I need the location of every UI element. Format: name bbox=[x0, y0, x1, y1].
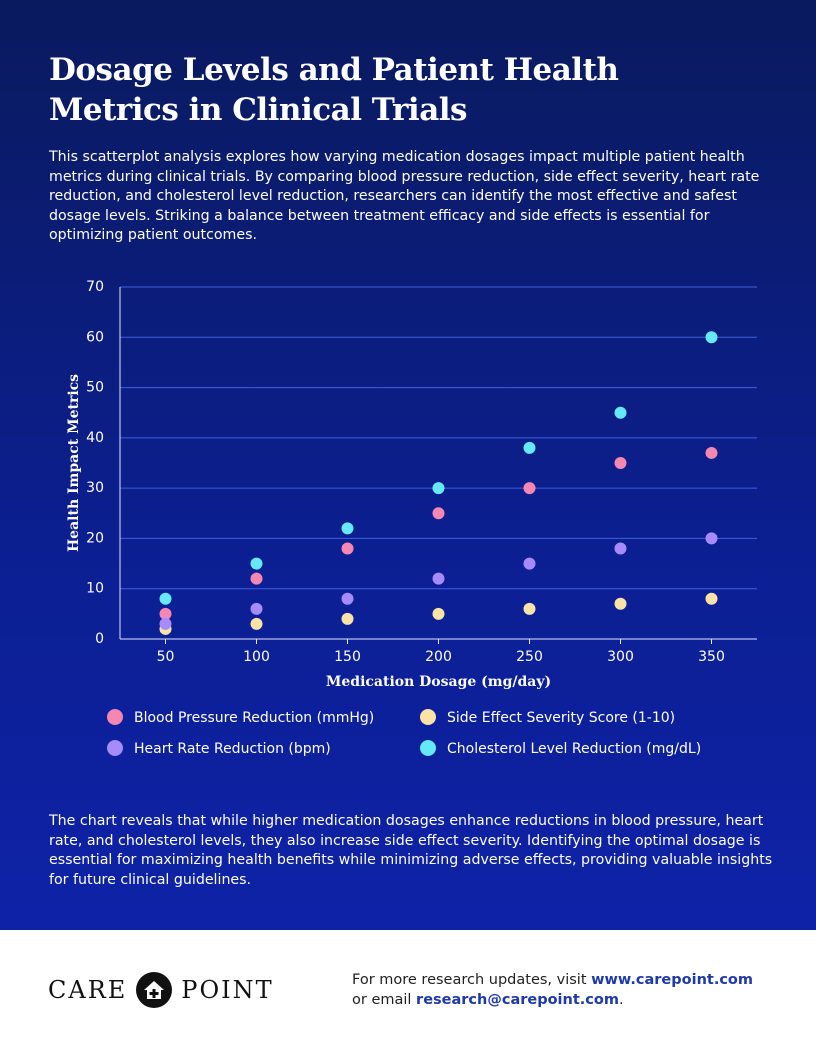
website-link[interactable]: www.carepoint.com bbox=[591, 972, 753, 988]
data-point bbox=[159, 592, 172, 605]
x-tick-label: 200 bbox=[425, 649, 452, 665]
conclusion-text: The chart reveals that while higher medi… bbox=[49, 813, 773, 888]
data-point bbox=[614, 597, 627, 610]
y-tick-label: 0 bbox=[95, 631, 104, 647]
legend-marker bbox=[420, 740, 436, 756]
data-point bbox=[159, 607, 172, 620]
logo-text: POINT bbox=[181, 976, 274, 1004]
legend-label: Cholesterol Level Reduction (mg/dL) bbox=[447, 741, 701, 757]
data-point bbox=[432, 572, 445, 585]
logo: CARE POINT bbox=[48, 970, 274, 1010]
data-point bbox=[614, 542, 627, 555]
contact-text: For more research updates, visit bbox=[352, 972, 587, 988]
y-tick-label: 10 bbox=[86, 581, 104, 597]
legend-marker bbox=[107, 740, 123, 756]
data-point bbox=[341, 612, 354, 625]
intro-text: This scatterplot analysis explores how v… bbox=[49, 149, 760, 243]
data-point bbox=[432, 507, 445, 520]
x-tick-label: 300 bbox=[607, 649, 634, 665]
contact-text: or email bbox=[352, 992, 412, 1008]
data-point bbox=[523, 441, 536, 454]
data-point bbox=[432, 482, 445, 495]
email-link[interactable]: research@carepoint.com bbox=[416, 992, 619, 1008]
legend-label: Blood Pressure Reduction (mmHg) bbox=[134, 710, 374, 726]
data-point bbox=[523, 602, 536, 615]
contact-text: . bbox=[618, 992, 624, 1008]
y-tick-label: 40 bbox=[86, 430, 104, 446]
contact-info: For more research updates, visit www.car… bbox=[352, 970, 753, 1010]
y-tick-label: 30 bbox=[86, 480, 104, 496]
legend-label: Heart Rate Reduction (bpm) bbox=[134, 741, 331, 757]
legend-marker bbox=[420, 709, 436, 725]
legend-label: Side Effect Severity Score (1-10) bbox=[447, 710, 675, 726]
chart: 0 10 20 30 40 50 60 70 50 100 150 200 250 300 350 Medic… bbox=[66, 279, 757, 757]
data-point bbox=[614, 406, 627, 419]
data-point bbox=[705, 331, 718, 344]
x-tick-label: 150 bbox=[334, 649, 361, 665]
x-axis-title: Medication Dosage (mg/day) bbox=[326, 674, 551, 690]
data-point bbox=[250, 617, 263, 630]
x-tick-label: 100 bbox=[243, 649, 270, 665]
data-point bbox=[705, 532, 718, 545]
data-point bbox=[614, 457, 627, 469]
y-tick-label: 20 bbox=[86, 530, 104, 546]
data-point bbox=[250, 602, 263, 615]
logo-icon bbox=[136, 972, 173, 1008]
y-axis-title: Health Impact Metrics bbox=[66, 374, 82, 552]
data-point bbox=[250, 557, 263, 570]
footer: CARE POINT For more research updates, vi… bbox=[0, 930, 816, 1056]
data-point bbox=[250, 572, 263, 585]
data-point bbox=[523, 482, 536, 495]
data-point bbox=[341, 592, 354, 605]
x-tick-label: 250 bbox=[516, 649, 543, 665]
data-point bbox=[341, 542, 354, 555]
data-point bbox=[523, 557, 536, 570]
x-tick-label: 350 bbox=[698, 649, 725, 665]
legend-marker bbox=[107, 709, 123, 725]
data-point bbox=[341, 522, 354, 535]
y-tick-label: 60 bbox=[86, 329, 104, 345]
main-section: Dosage Levels and Patient Health Metrics… bbox=[0, 0, 816, 930]
y-tick-label: 50 bbox=[86, 380, 104, 396]
data-point bbox=[159, 617, 172, 630]
y-tick-label: 70 bbox=[86, 279, 104, 295]
data-point bbox=[705, 446, 718, 459]
x-tick-label: 50 bbox=[157, 649, 175, 665]
data-point bbox=[432, 607, 445, 620]
page-title: Dosage Levels and Patient Health Metrics… bbox=[49, 52, 619, 128]
data-point bbox=[705, 592, 718, 605]
logo-text: CARE bbox=[48, 976, 128, 1004]
